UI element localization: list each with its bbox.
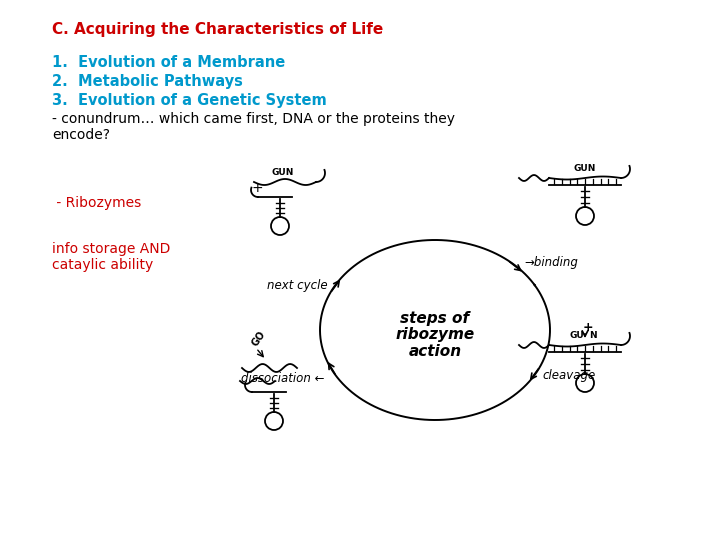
- Text: 2.  Metabolic Pathways: 2. Metabolic Pathways: [52, 74, 243, 89]
- Text: next cycle: next cycle: [267, 279, 328, 292]
- Text: - conundrum… which came first, DNA or the proteins they
encode?: - conundrum… which came first, DNA or th…: [52, 112, 455, 142]
- Text: +: +: [582, 321, 593, 334]
- Text: +: +: [251, 181, 263, 195]
- Text: C. Acquiring the Characteristics of Life: C. Acquiring the Characteristics of Life: [52, 22, 383, 37]
- Text: 3.  Evolution of a Genetic System: 3. Evolution of a Genetic System: [52, 93, 327, 108]
- Text: - Ribozymes: - Ribozymes: [52, 196, 141, 210]
- Text: dissociation ←: dissociation ←: [241, 372, 325, 385]
- Text: GUN: GUN: [272, 168, 294, 177]
- Text: N: N: [589, 331, 597, 340]
- Text: steps of: steps of: [400, 310, 469, 326]
- Text: action: action: [408, 345, 462, 360]
- Text: 1.  Evolution of a Membrane: 1. Evolution of a Membrane: [52, 55, 285, 70]
- Text: GO: GO: [250, 329, 268, 348]
- Text: info storage AND
cataylic ability: info storage AND cataylic ability: [52, 242, 171, 272]
- Text: cleavage: cleavage: [543, 368, 596, 381]
- Text: GU: GU: [570, 331, 585, 340]
- Text: →binding: →binding: [524, 256, 578, 269]
- Text: ribozyme: ribozyme: [395, 327, 474, 342]
- Text: GUN: GUN: [574, 164, 596, 173]
